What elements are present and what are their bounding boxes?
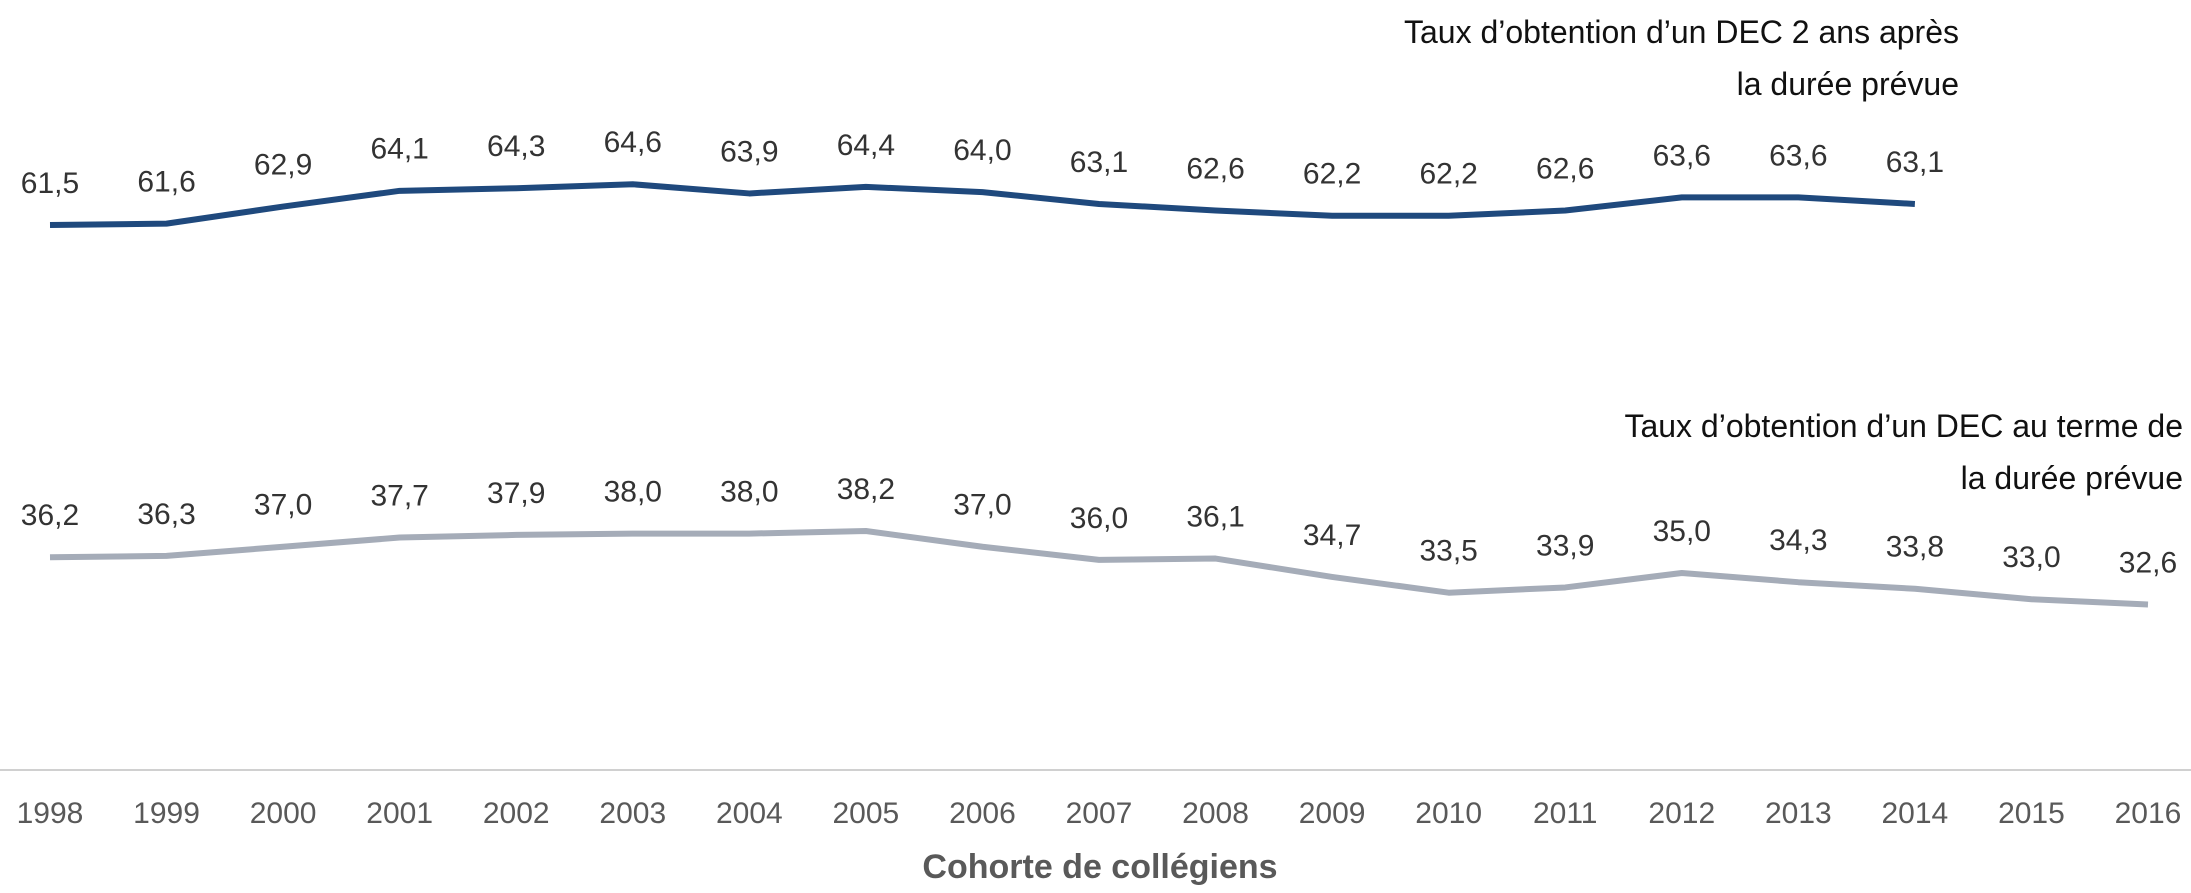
data-label: 37,0 <box>953 489 1011 522</box>
data-label: 36,2 <box>21 499 79 532</box>
data-label: 61,6 <box>137 166 195 199</box>
data-label: 36,3 <box>137 498 195 531</box>
x-tick-label: 2009 <box>1299 797 1366 830</box>
data-label: 62,9 <box>254 149 312 182</box>
series-label: Taux d’obtention d’un DEC au terme de la… <box>1624 408 2183 496</box>
data-label: 33,8 <box>1886 531 1944 564</box>
x-tick-label: 2007 <box>1066 797 1133 830</box>
x-tick-label: 1999 <box>133 797 200 830</box>
x-tick-label: 2014 <box>1882 797 1949 830</box>
data-label: 37,7 <box>370 479 428 512</box>
data-label: 38,0 <box>720 476 778 509</box>
series-line <box>49 527 2149 608</box>
x-tick-label: 2016 <box>2115 797 2182 830</box>
data-label: 62,2 <box>1303 158 1361 191</box>
data-label: 63,6 <box>1769 139 1827 172</box>
x-tick-label: 2005 <box>833 797 900 830</box>
data-label: 34,3 <box>1769 524 1827 557</box>
x-tick-label: 2008 <box>1182 797 1249 830</box>
data-label: 63,1 <box>1070 146 1128 179</box>
data-label: 34,7 <box>1303 519 1361 552</box>
data-label: 33,9 <box>1536 529 1594 562</box>
data-label: 64,6 <box>604 126 662 159</box>
data-label: 33,0 <box>2002 541 2060 574</box>
data-label: 36,0 <box>1070 502 1128 535</box>
data-label: 37,0 <box>254 489 312 522</box>
data-label: 64,3 <box>487 130 545 163</box>
data-label: 63,9 <box>720 135 778 168</box>
data-label: 63,6 <box>1653 139 1711 172</box>
data-label: 33,5 <box>1419 535 1477 568</box>
data-label: 35,0 <box>1653 515 1711 548</box>
x-tick-label: 2001 <box>366 797 433 830</box>
data-label: 38,0 <box>604 476 662 509</box>
series-line <box>49 181 1916 228</box>
x-tick-label: 1998 <box>17 797 84 830</box>
x-axis-title: Cohorte de collégiens <box>922 848 1277 886</box>
data-label: 32,6 <box>2119 546 2177 579</box>
x-tick-label: 2013 <box>1765 797 1832 830</box>
data-label: 64,0 <box>953 134 1011 167</box>
x-tick-label: 2003 <box>599 797 666 830</box>
data-label: 62,2 <box>1419 158 1477 191</box>
x-tick-label: 2010 <box>1415 797 1482 830</box>
data-label: 64,4 <box>837 129 895 162</box>
x-tick-label: 2015 <box>1998 797 2065 830</box>
x-tick-label: 2004 <box>716 797 783 830</box>
data-label: 63,1 <box>1886 146 1944 179</box>
x-tick-label: 2002 <box>483 797 550 830</box>
data-label: 61,5 <box>21 167 79 200</box>
data-label: 64,1 <box>370 133 428 166</box>
data-label: 38,2 <box>837 473 895 506</box>
data-label: 37,9 <box>487 477 545 510</box>
data-label: 62,6 <box>1186 152 1244 185</box>
series-label: Taux d’obtention d’un DEC 2 ans après la… <box>1403 14 1959 102</box>
x-tick-label: 2011 <box>1533 797 1598 830</box>
x-tick-label: 2000 <box>250 797 317 830</box>
x-tick-label: 2012 <box>1648 797 1715 830</box>
data-label: 62,6 <box>1536 152 1594 185</box>
x-tick-label: 2006 <box>949 797 1016 830</box>
data-label: 36,1 <box>1186 500 1244 533</box>
